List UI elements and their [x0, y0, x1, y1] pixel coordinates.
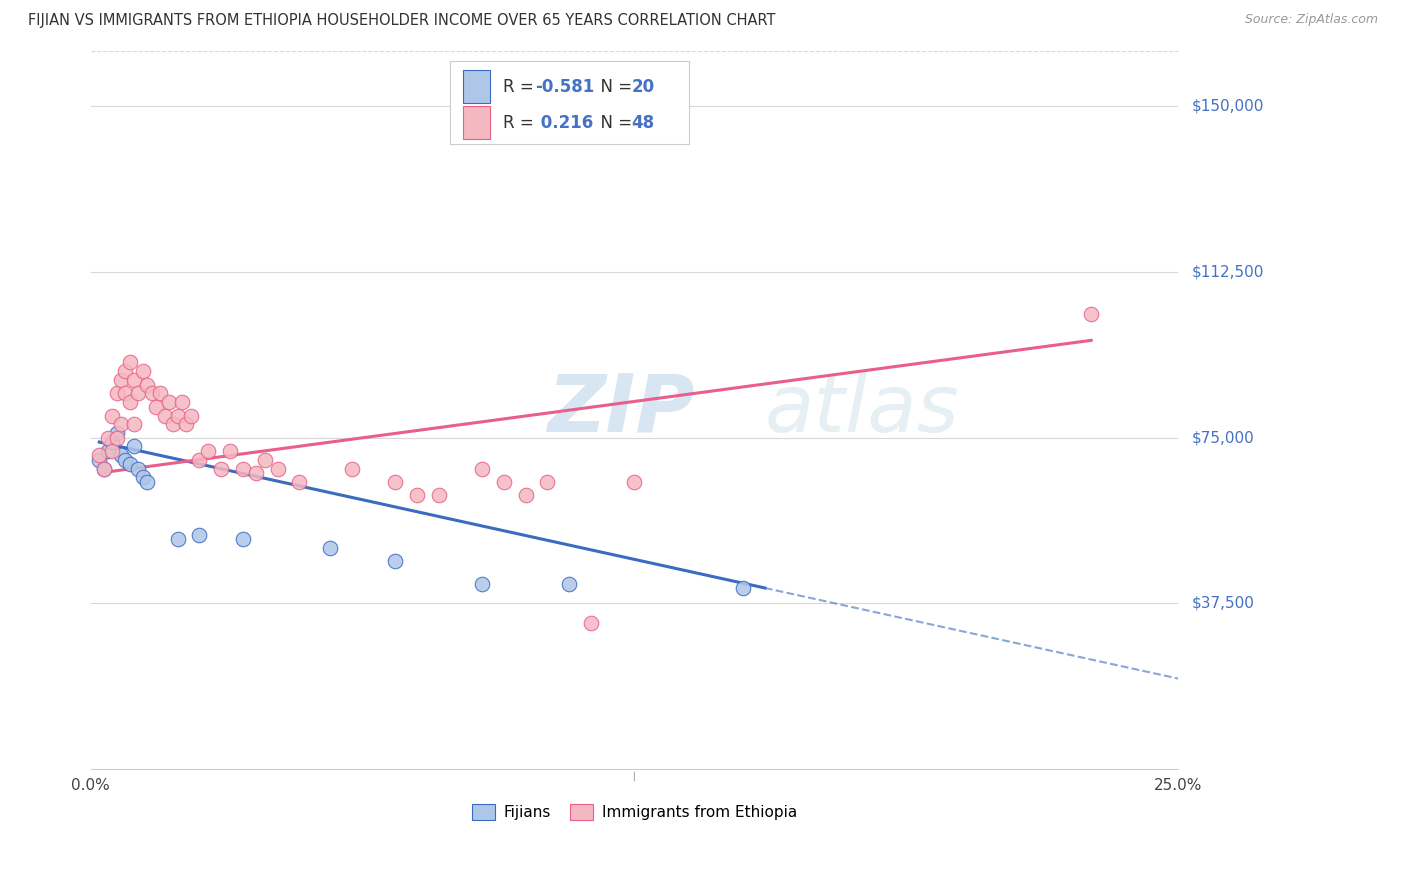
Point: [406, 488, 429, 502]
Point: [166, 533, 188, 547]
Point: [515, 488, 537, 502]
Point: [492, 475, 515, 489]
Point: [384, 554, 406, 568]
Text: 0.216: 0.216: [536, 113, 593, 131]
Point: [149, 386, 172, 401]
Point: [110, 373, 132, 387]
Text: 48: 48: [631, 113, 654, 131]
Point: [118, 355, 141, 369]
Point: [579, 616, 602, 631]
Text: R =: R =: [503, 78, 538, 95]
Point: [471, 461, 494, 475]
Point: [122, 417, 145, 432]
Point: [733, 581, 755, 595]
Point: [209, 461, 232, 475]
Text: Source: ZipAtlas.com: Source: ZipAtlas.com: [1244, 13, 1378, 27]
Point: [188, 528, 211, 542]
Point: [105, 426, 128, 441]
Legend: Fijians, Immigrants from Ethiopia: Fijians, Immigrants from Ethiopia: [465, 798, 803, 826]
Point: [253, 452, 276, 467]
Point: [245, 466, 267, 480]
Point: [110, 417, 132, 432]
Point: [1080, 307, 1102, 321]
Point: [197, 443, 219, 458]
Point: [118, 395, 141, 409]
Point: [623, 475, 645, 489]
Point: [170, 395, 193, 409]
Bar: [463, 106, 489, 139]
Text: ZIP: ZIP: [547, 371, 695, 449]
Bar: [450, 62, 689, 145]
Point: [558, 576, 581, 591]
Point: [162, 417, 184, 432]
Text: N =: N =: [589, 113, 637, 131]
Point: [97, 431, 120, 445]
Point: [136, 377, 159, 392]
Point: [114, 386, 136, 401]
Point: [471, 576, 494, 591]
Point: [118, 457, 141, 471]
Point: [101, 443, 124, 458]
Text: FIJIAN VS IMMIGRANTS FROM ETHIOPIA HOUSEHOLDER INCOME OVER 65 YEARS CORRELATION : FIJIAN VS IMMIGRANTS FROM ETHIOPIA HOUSE…: [28, 13, 776, 29]
Point: [166, 409, 188, 423]
Point: [340, 461, 363, 475]
Text: $150,000: $150,000: [1192, 98, 1264, 113]
Point: [136, 475, 159, 489]
Text: $112,500: $112,500: [1192, 264, 1264, 279]
Point: [319, 541, 342, 556]
Point: [101, 409, 124, 423]
Point: [141, 386, 163, 401]
Point: [114, 452, 136, 467]
Point: [127, 386, 149, 401]
Point: [97, 443, 120, 458]
Point: [145, 400, 167, 414]
Point: [188, 452, 211, 467]
Point: [93, 461, 115, 475]
Text: atlas: atlas: [765, 371, 960, 449]
Point: [122, 440, 145, 454]
Point: [105, 386, 128, 401]
Point: [122, 373, 145, 387]
Text: $37,500: $37,500: [1192, 596, 1256, 611]
Point: [218, 443, 240, 458]
Point: [427, 488, 450, 502]
Point: [93, 461, 115, 475]
Text: N =: N =: [589, 78, 637, 95]
Bar: [463, 70, 489, 103]
Point: [89, 448, 111, 462]
Point: [105, 431, 128, 445]
Point: [536, 475, 558, 489]
Text: -0.581: -0.581: [536, 78, 595, 95]
Point: [114, 364, 136, 378]
Point: [127, 461, 149, 475]
Point: [157, 395, 180, 409]
Point: [89, 452, 111, 467]
Point: [176, 417, 198, 432]
Point: [101, 435, 124, 450]
Point: [232, 461, 254, 475]
Point: [266, 461, 288, 475]
Point: [132, 470, 155, 484]
Point: [288, 475, 311, 489]
Point: [153, 409, 176, 423]
Text: $75,000: $75,000: [1192, 430, 1254, 445]
Point: [180, 409, 202, 423]
Point: [232, 533, 254, 547]
Point: [384, 475, 406, 489]
Text: R =: R =: [503, 113, 538, 131]
Point: [110, 448, 132, 462]
Point: [132, 364, 155, 378]
Text: 20: 20: [631, 78, 654, 95]
